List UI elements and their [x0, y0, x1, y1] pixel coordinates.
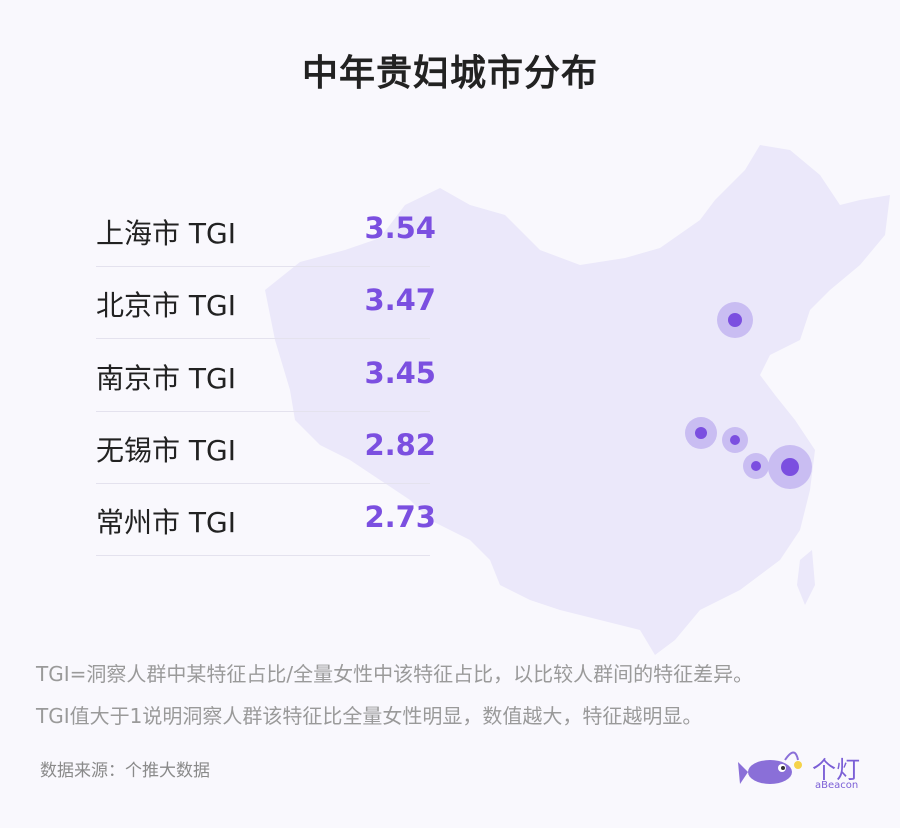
bubble	[751, 461, 761, 471]
logo-name: 个灯	[812, 756, 860, 784]
city-label: 无锡市 TGI	[96, 433, 236, 467]
note: TGI值大于1说明洞察人群该特征比全量女性明显，数值越大，特征越明显。	[36, 704, 703, 728]
note: TGI=洞察人群中某特征占比/全量女性中该特征占比，以比较人群间的特征差异。	[36, 662, 754, 686]
tgi-value: 2.82	[364, 427, 436, 462]
city-label: 常州市 TGI	[96, 506, 236, 540]
logo-fish	[738, 751, 802, 784]
title: 中年贵妇城市分布	[301, 53, 598, 94]
tgi-value: 3.47	[364, 283, 436, 318]
city-row: 南京市 TGI 3.45	[96, 339, 436, 412]
bubble	[730, 435, 740, 445]
bubble	[728, 313, 742, 327]
city-label: 上海市 TGI	[96, 217, 236, 250]
bubble	[695, 427, 707, 439]
china-map	[265, 145, 890, 655]
source: 数据来源：个推大数据	[40, 761, 210, 781]
bubble	[781, 458, 799, 476]
city-label: 南京市 TGI	[96, 361, 236, 395]
tgi-value: 3.45	[364, 355, 436, 390]
city-row: 上海市 TGI 3.54	[96, 194, 436, 267]
city-row: 无锡市 TGI 2.82	[96, 411, 436, 484]
city-label: 北京市 TGI	[96, 289, 236, 323]
city-row: 常州市 TGI 2.73	[96, 483, 436, 557]
taiwan	[797, 550, 815, 605]
tgi-value: 3.54	[364, 211, 436, 245]
logo-sub: aBeacon	[815, 780, 859, 791]
tgi-value: 2.73	[364, 500, 436, 535]
city-row: 北京市 TGI 3.47	[96, 266, 436, 340]
